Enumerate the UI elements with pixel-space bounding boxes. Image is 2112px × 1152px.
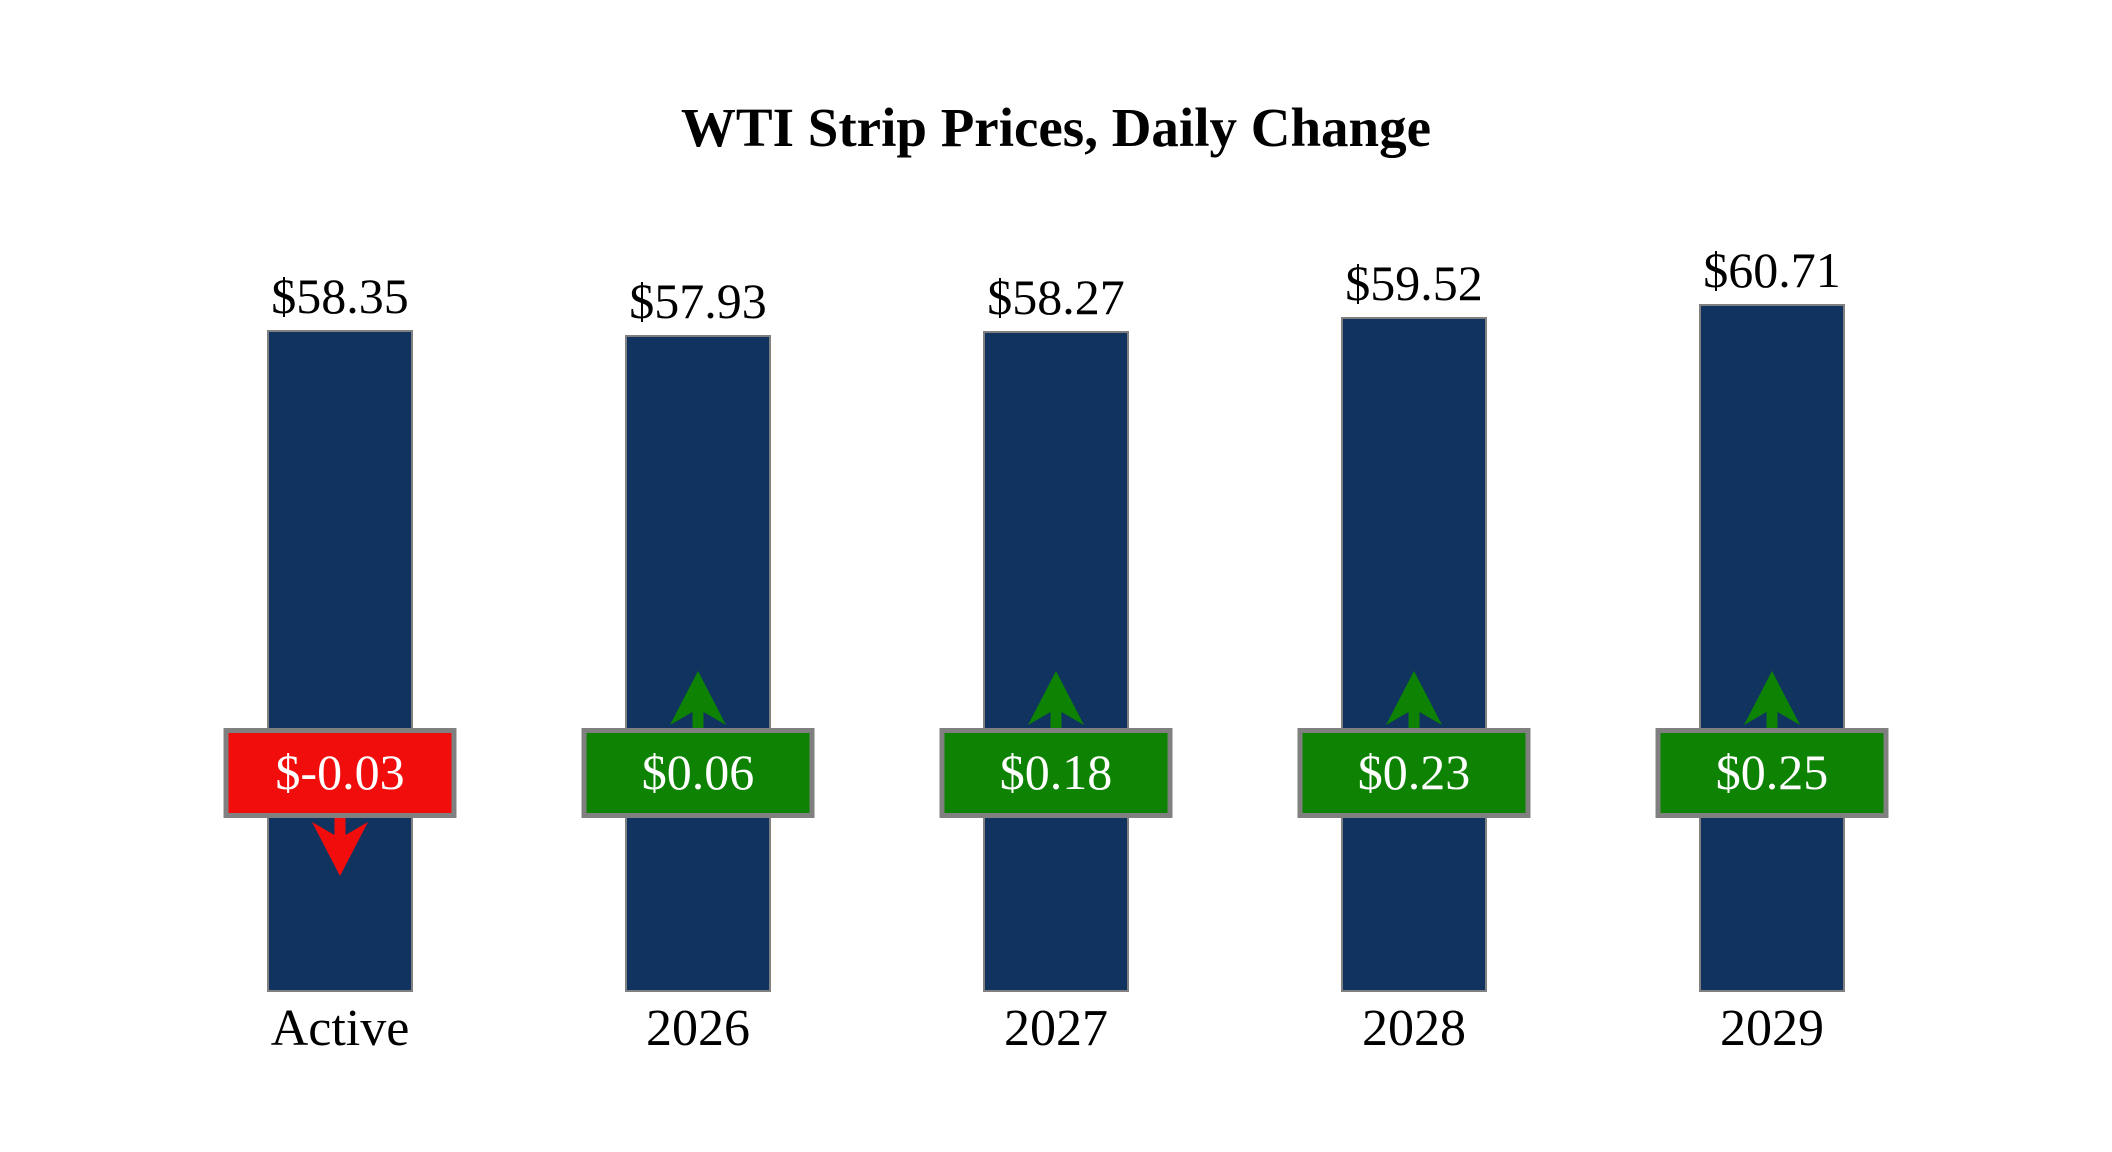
price-label: $58.27 — [987, 269, 1125, 325]
category-label: 2028 — [1362, 1000, 1466, 1057]
strip-price-bar — [1341, 317, 1487, 992]
change-badge: $-0.03 — [223, 728, 457, 818]
price-label: $58.35 — [271, 268, 409, 324]
strip-price-bar — [983, 331, 1129, 992]
category-label: 2026 — [646, 1000, 750, 1057]
change-badge: $0.25 — [1655, 728, 1889, 818]
category-label: 2027 — [1004, 1000, 1108, 1057]
column-2026: $57.93 $0.06 2026 — [519, 0, 877, 1152]
column-2028: $59.52 $0.23 2028 — [1235, 0, 1593, 1152]
column-2027: $58.27 $0.18 2027 — [877, 0, 1235, 1152]
strip-price-bar — [625, 335, 771, 992]
chart-title: WTI Strip Prices, Daily Change — [680, 97, 1432, 158]
strip-price-bar — [1699, 304, 1845, 992]
column-active: $58.35 $-0.03 Active — [161, 0, 519, 1152]
change-badge: $0.23 — [1297, 728, 1531, 818]
price-label: $57.93 — [629, 273, 767, 329]
price-label: $59.52 — [1345, 255, 1483, 311]
change-badge: $0.18 — [939, 728, 1173, 818]
strip-price-bar — [267, 330, 413, 992]
category-label: Active — [270, 1000, 410, 1057]
change-badge: $0.06 — [581, 728, 815, 818]
price-label: $60.71 — [1703, 242, 1841, 298]
category-label: 2029 — [1720, 1000, 1824, 1057]
column-2029: $60.71 $0.25 2029 — [1593, 0, 1951, 1152]
